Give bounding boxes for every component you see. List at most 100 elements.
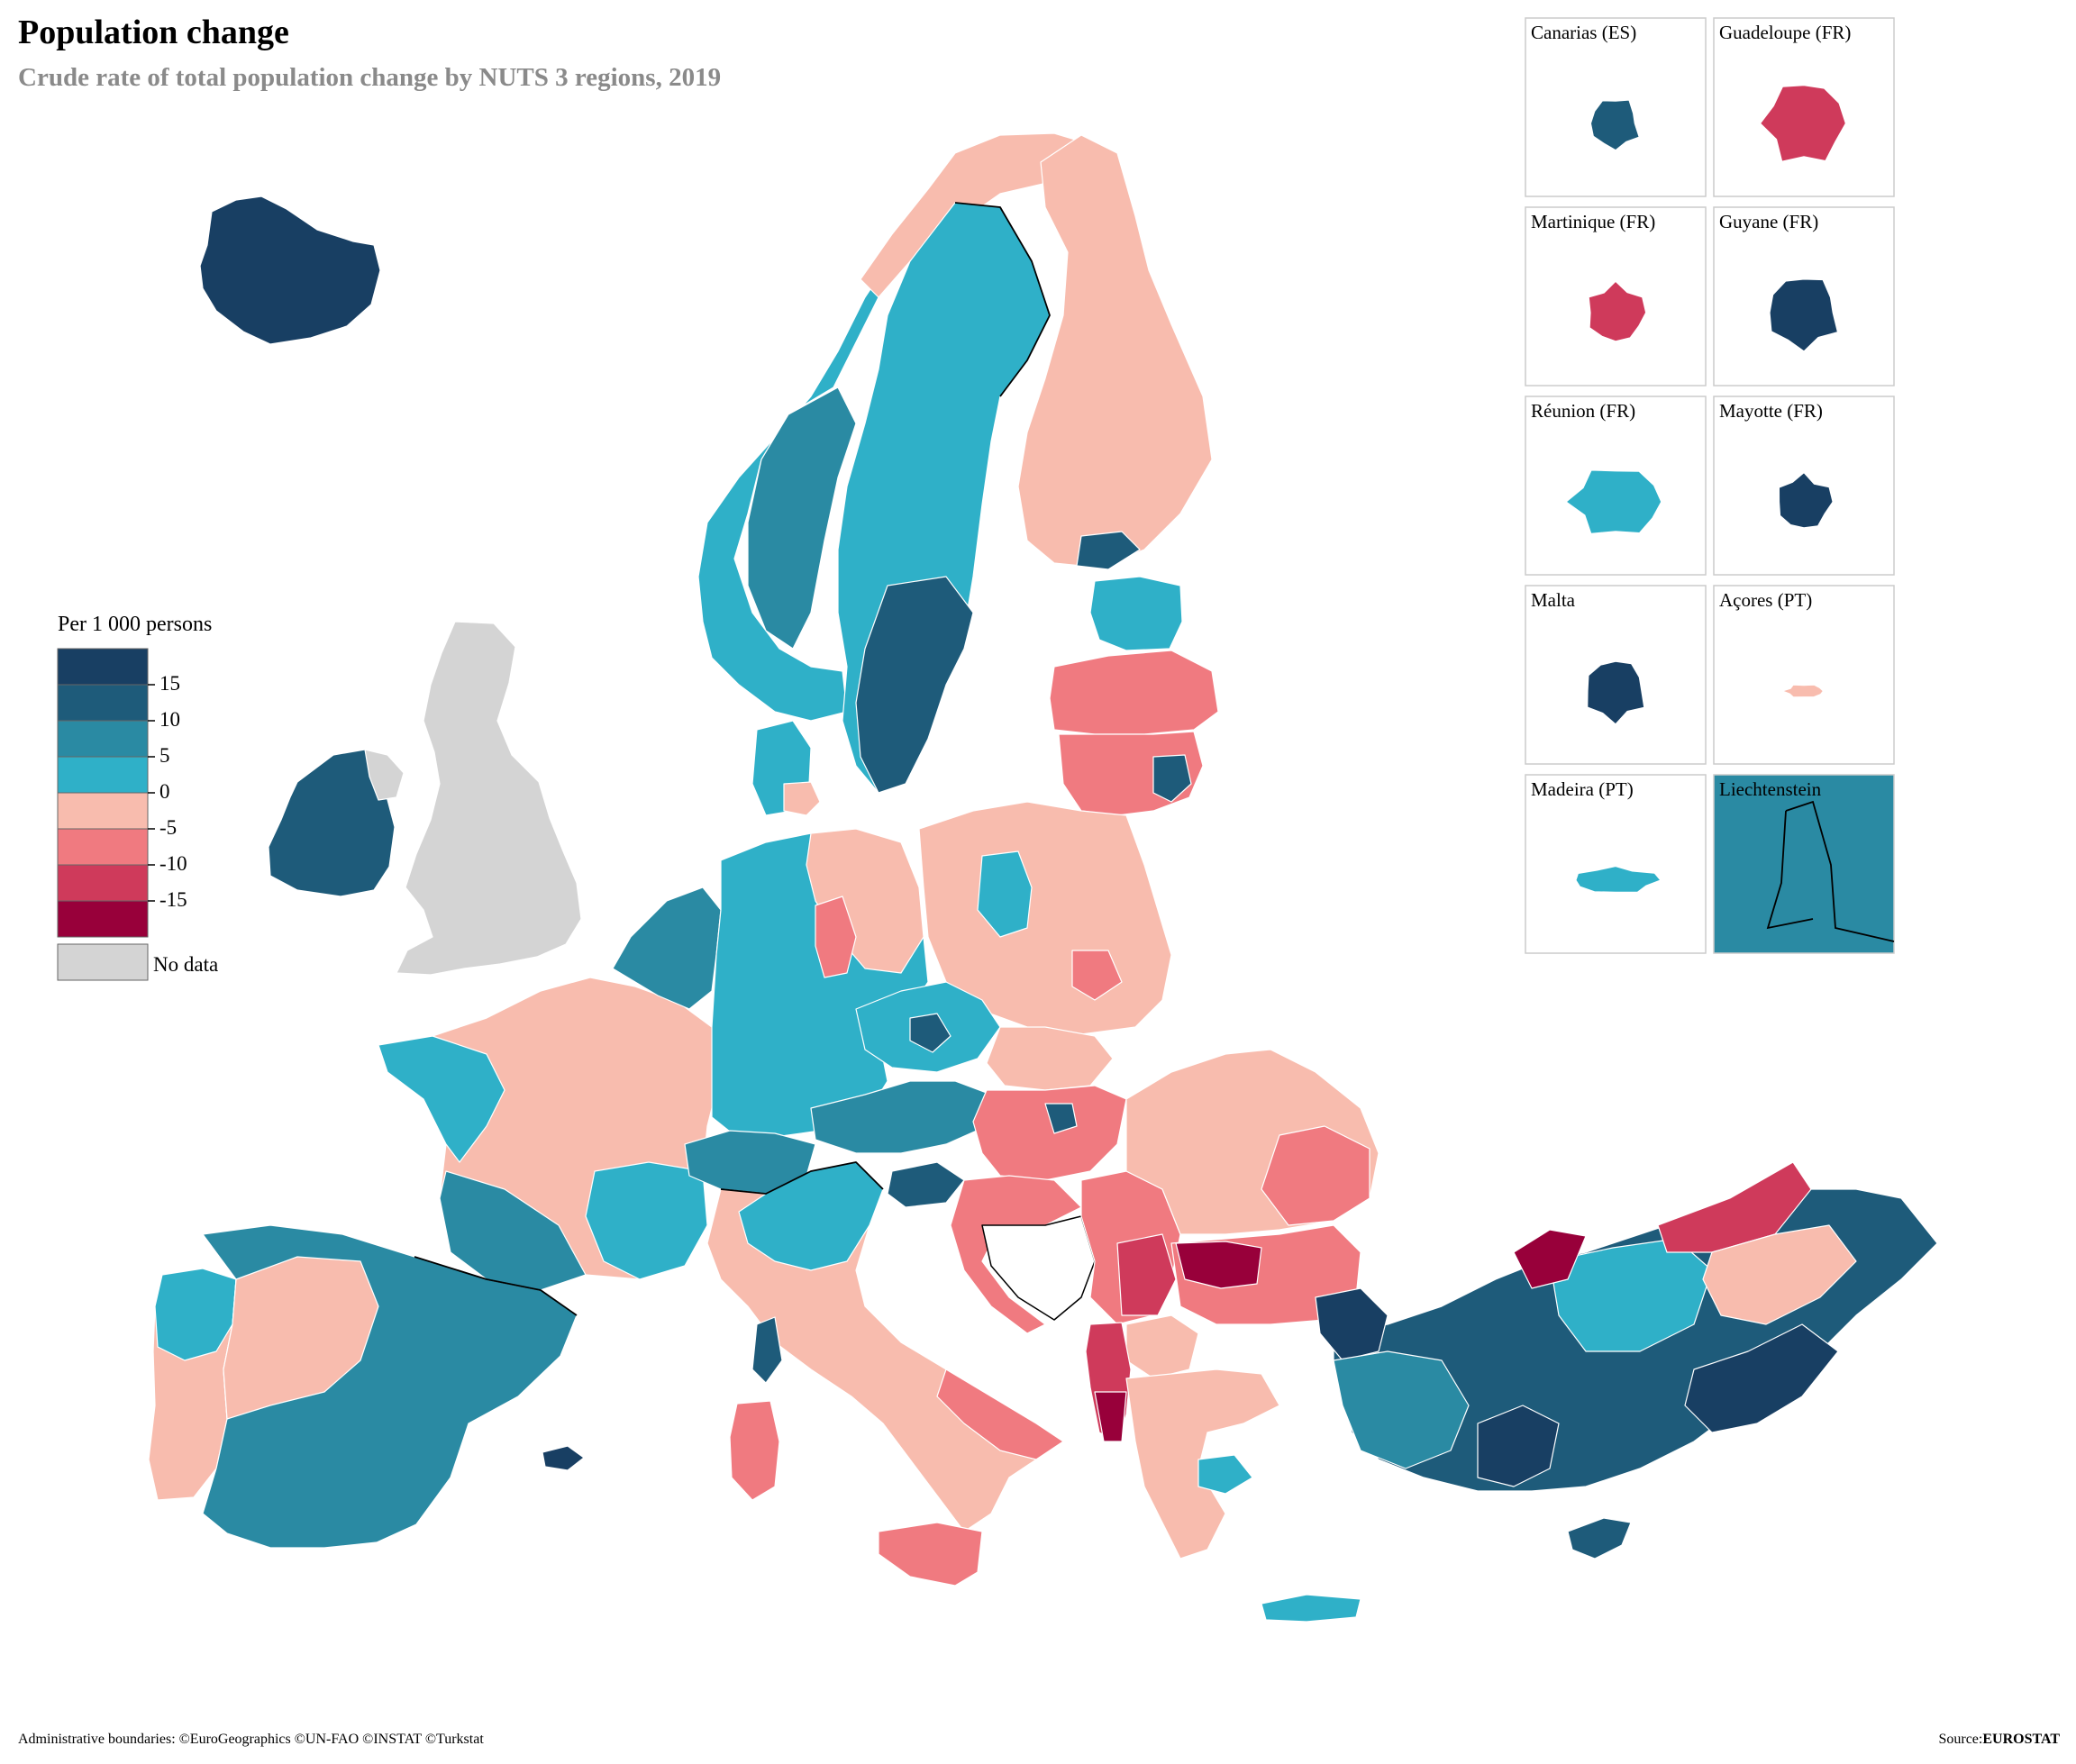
region-sweden-south[interactable] (855, 576, 974, 794)
region-slovenia[interactable] (887, 1161, 965, 1208)
inset-title: Malta (1531, 589, 1575, 611)
region-turkey-northeast[interactable] (1657, 1161, 1812, 1253)
region-finland[interactable] (1017, 134, 1213, 568)
legend-tick-label: 5 (159, 744, 170, 767)
legend-swatch (57, 864, 149, 902)
region-poland-capital[interactable] (977, 850, 1033, 938)
region-poland-east[interactable] (1071, 950, 1123, 1001)
legend-swatch (57, 756, 149, 794)
inset-region-shape[interactable] (1780, 684, 1824, 698)
region-balearic[interactable] (542, 1445, 585, 1471)
region-hungary[interactable] (972, 1085, 1127, 1181)
legend-swatch (57, 720, 149, 758)
region-sicily[interactable] (878, 1522, 983, 1587)
legend-swatch (57, 828, 149, 866)
inset-title: Réunion (FR) (1531, 400, 1636, 422)
legend-tick-label: 0 (159, 780, 170, 803)
legend-tick-label: 15 (159, 672, 180, 695)
region-turkey-south[interactable] (1477, 1405, 1560, 1487)
region-corsica[interactable] (751, 1316, 783, 1384)
region-greece-attica[interactable] (1197, 1454, 1253, 1495)
region-turkey-southeast[interactable] (1684, 1323, 1839, 1433)
region-estonia[interactable] (1089, 576, 1183, 651)
region-hungary-capital[interactable] (1044, 1103, 1078, 1134)
map-title: Population change (18, 14, 289, 51)
region-cyprus[interactable] (1567, 1517, 1632, 1559)
inset-region-shape[interactable] (1565, 469, 1662, 534)
region-turkey-east[interactable] (1702, 1224, 1857, 1325)
region-finland-south[interactable] (1076, 531, 1141, 570)
region-slovakia[interactable] (986, 1026, 1114, 1091)
legend-tick-label: -5 (159, 816, 178, 839)
legend-swatch (57, 792, 149, 830)
region-norway-west[interactable] (747, 386, 857, 650)
inset-title: Madeira (PT) (1531, 778, 1634, 800)
region-iceland[interactable] (199, 195, 381, 345)
map-subtitle: Crude rate of total population change by… (18, 63, 722, 92)
region-north-macedonia[interactable] (1125, 1314, 1199, 1379)
inset-title: Açores (PT) (1719, 589, 1813, 611)
legend-swatch (57, 684, 149, 722)
inset-title: Mayotte (FR) (1719, 400, 1823, 422)
legend-swatch (57, 648, 149, 686)
region-germany-central[interactable] (815, 896, 857, 978)
legend-title: Per 1 000 persons (58, 613, 213, 636)
inset-region-shape[interactable] (1778, 472, 1834, 529)
legend-nodata-label: No data (153, 953, 219, 976)
region-bosnia (981, 1215, 1096, 1321)
legend-tick-label: -15 (159, 888, 187, 911)
inset-title: Martinique (FR) (1531, 211, 1656, 232)
legend-tick-label: 10 (159, 708, 180, 731)
inset-region-shape[interactable] (1769, 278, 1839, 352)
region-turkey-north[interactable] (1513, 1229, 1587, 1289)
region-france-southeast[interactable] (585, 1161, 708, 1280)
region-serbia-south[interactable] (1116, 1233, 1177, 1316)
region-turkey-west[interactable] (1333, 1350, 1470, 1469)
region-bulgaria-northwest[interactable] (1175, 1241, 1262, 1289)
region-sardinia[interactable] (729, 1400, 780, 1501)
inset-region-shape[interactable] (1760, 85, 1846, 162)
inset-region-shape[interactable] (1588, 280, 1647, 342)
source-prefix: Source: (1938, 1732, 1983, 1747)
region-lithuania-capital[interactable] (1152, 754, 1192, 803)
region-germany-east[interactable] (806, 828, 924, 974)
legend-nodata-swatch (57, 943, 149, 981)
inset-title: Canarias (ES) (1531, 22, 1637, 43)
region-northern-ireland[interactable] (364, 749, 405, 801)
region-romania-east[interactable] (1261, 1125, 1370, 1226)
source-name: EUROSTAT (1982, 1732, 2060, 1747)
region-spain-centre[interactable] (223, 1256, 379, 1420)
region-italy-south[interactable] (936, 1368, 1064, 1460)
inset-region-shape[interactable] (1589, 99, 1640, 151)
inset-title: Guyane (FR) (1719, 211, 1819, 232)
inset-region-shape[interactable] (1587, 660, 1645, 725)
region-turkey-istanbul[interactable] (1315, 1287, 1389, 1361)
region-croatia[interactable] (950, 1175, 1082, 1334)
border-finland-sweden (954, 202, 1051, 397)
legend-tick-label: -10 (159, 852, 187, 875)
region-denmark-islands[interactable] (783, 781, 821, 816)
source-note: Source:EUROSTAT (1938, 1732, 2060, 1748)
region-great-britain[interactable] (396, 621, 582, 976)
copyright-note: Administrative boundaries: ©EuroGeograph… (18, 1732, 484, 1747)
legend-ramp (57, 648, 155, 938)
region-crete[interactable] (1261, 1594, 1361, 1623)
inset-box (1713, 585, 1895, 765)
region-czechia-prague[interactable] (909, 1013, 952, 1053)
region-albania-south[interactable] (1094, 1391, 1127, 1442)
inset-title: Liechtenstein (1719, 778, 1822, 800)
border-italy-north (720, 1161, 884, 1195)
region-portugal-north[interactable] (154, 1268, 237, 1361)
legend-swatch (57, 900, 149, 938)
region-latvia[interactable] (1049, 650, 1219, 735)
region-france-west[interactable] (378, 1035, 505, 1163)
inset-title: Guadeloupe (FR) (1719, 22, 1852, 43)
border-spain-france (414, 1256, 578, 1316)
inset-border-line (1766, 800, 1895, 942)
inset-box (1713, 774, 1895, 954)
inset-box (1525, 774, 1707, 954)
region-turkey-central[interactable] (1549, 1238, 1713, 1352)
inset-region-shape[interactable] (1575, 866, 1662, 893)
region-benelux[interactable] (612, 887, 722, 1010)
